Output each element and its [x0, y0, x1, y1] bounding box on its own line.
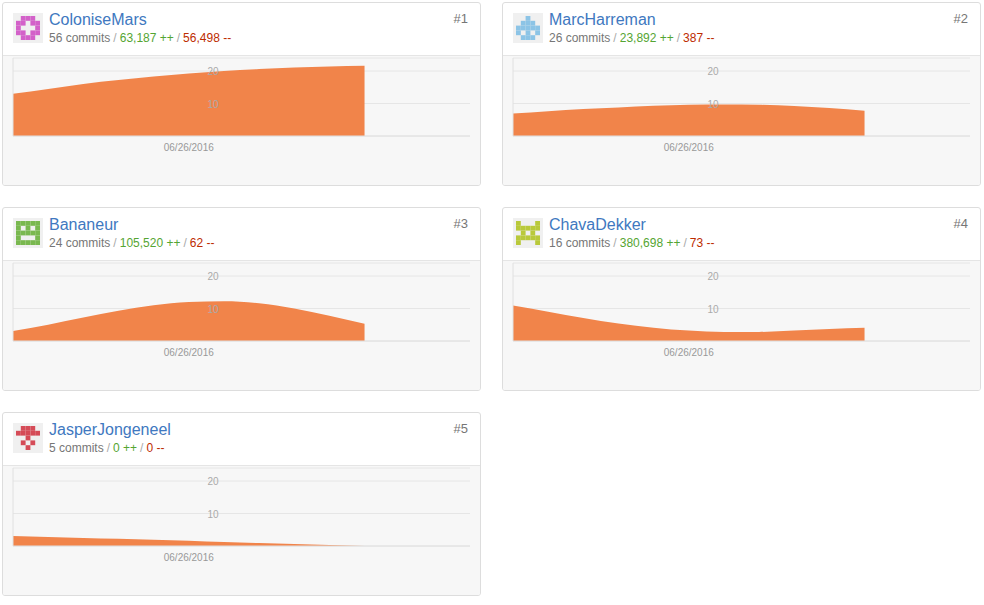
- html-text:ChavaDekker: ChavaDekker: [549, 216, 646, 233]
- html-text:26 commits / 23,892 ++ / 387 -: 26 commits / 23,892 ++ / 387 --: [549, 31, 715, 45]
- html-text:#1: #1: [453, 11, 468, 26]
- svg-text:10: 10: [207, 304, 219, 315]
- svg-text:06/26/2016: 06/26/2016: [164, 347, 214, 358]
- svg-text:06/26/2016: 06/26/2016: [664, 142, 714, 153]
- html-text:ColoniseMars: ColoniseMars: [49, 11, 147, 28]
- html-text:24 commits / 105,520 ++ / 62 -: 24 commits / 105,520 ++ / 62 --: [49, 236, 215, 250]
- svg-text:10: 10: [207, 99, 219, 110]
- svg-text:06/26/2016: 06/26/2016: [664, 347, 714, 358]
- html-text:JasperJongeneel: JasperJongeneel: [49, 421, 171, 438]
- svg-text:20: 20: [207, 476, 219, 487]
- html-text:#5: #5: [453, 421, 468, 436]
- html-text:MarcHarreman: MarcHarreman: [549, 11, 656, 28]
- svg-text:06/26/2016: 06/26/2016: [164, 552, 214, 563]
- html-text:Bananeur: Bananeur: [49, 216, 119, 233]
- svg-text:10: 10: [707, 304, 719, 315]
- html-text:5 commits / 0 ++ / 0 --: 5 commits / 0 ++ / 0 --: [49, 441, 165, 455]
- svg-text:10: 10: [207, 509, 219, 520]
- svg-text:20: 20: [207, 271, 219, 282]
- svg-text:06/26/2016: 06/26/2016: [164, 142, 214, 153]
- html-text:#2: #2: [953, 11, 968, 26]
- svg-text:20: 20: [707, 66, 719, 77]
- html-text:#3: #3: [453, 216, 468, 231]
- html-text:56 commits / 63,187 ++ / 56,49: 56 commits / 63,187 ++ / 56,498 --: [49, 31, 232, 45]
- svg-text:20: 20: [207, 66, 219, 77]
- html-text:#4: #4: [953, 216, 968, 231]
- html-text:16 commits / 380,698 ++ / 73 -: 16 commits / 380,698 ++ / 73 --: [549, 236, 715, 250]
- svg-text:20: 20: [707, 271, 719, 282]
- svg-text:10: 10: [707, 99, 719, 110]
